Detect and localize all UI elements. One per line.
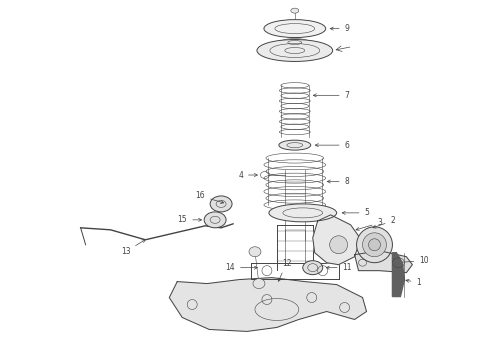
Text: 8: 8 [327,177,349,186]
Ellipse shape [280,39,310,46]
Text: 5: 5 [342,208,369,217]
Text: 7: 7 [313,91,349,100]
Polygon shape [355,251,413,273]
Text: 1: 1 [406,278,421,287]
Text: 13: 13 [121,240,146,256]
Text: 14: 14 [225,263,257,272]
Text: 9: 9 [330,24,349,33]
Text: 15: 15 [177,215,201,224]
Ellipse shape [357,227,392,263]
Ellipse shape [204,212,226,228]
Text: 11: 11 [326,263,352,272]
Ellipse shape [363,233,387,257]
Text: 2: 2 [373,216,395,228]
Ellipse shape [330,236,347,254]
Text: 12: 12 [278,259,292,282]
Ellipse shape [303,261,323,275]
Ellipse shape [279,140,311,150]
Ellipse shape [269,204,337,222]
Ellipse shape [291,8,299,13]
Ellipse shape [253,279,265,289]
Ellipse shape [210,196,232,212]
Text: 3: 3 [356,218,382,230]
Ellipse shape [249,247,261,257]
Ellipse shape [264,20,326,37]
Text: 10: 10 [398,256,429,265]
Text: 4: 4 [238,171,257,180]
Polygon shape [169,278,367,332]
Polygon shape [392,253,404,297]
Polygon shape [313,215,361,265]
Ellipse shape [257,40,333,62]
Ellipse shape [368,239,380,251]
Text: 6: 6 [315,141,349,150]
Text: 16: 16 [196,192,223,203]
